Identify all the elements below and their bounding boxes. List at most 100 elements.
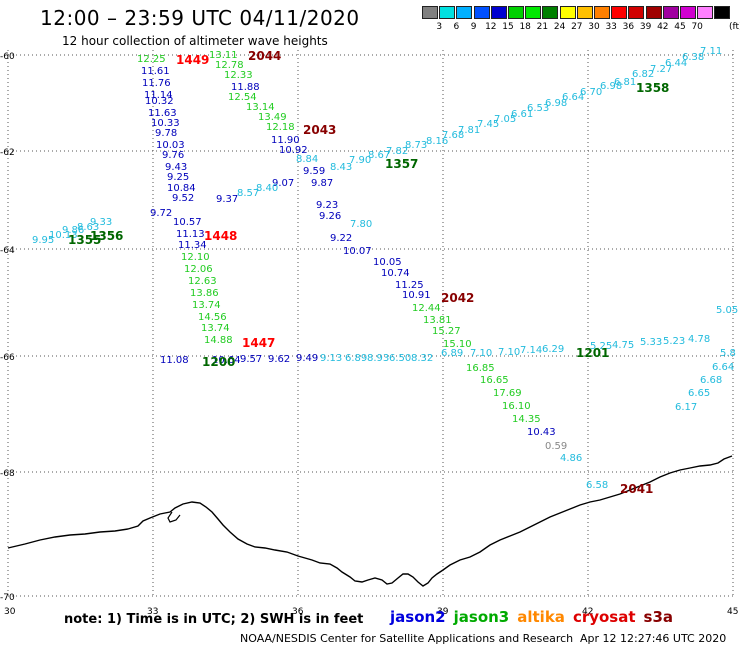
legend-swatch bbox=[714, 6, 731, 19]
wave-height-value: 12.25 bbox=[137, 54, 166, 65]
wave-height-value: 9.25 bbox=[167, 172, 189, 183]
lon-tick-label: 36 bbox=[292, 607, 304, 617]
wave-height-value: 11.25 bbox=[395, 280, 424, 291]
legend-swatch-label: 12 bbox=[485, 22, 497, 32]
wave-height-value: 8.16 bbox=[426, 136, 448, 147]
wave-height-value: 6.61 bbox=[511, 109, 533, 120]
satellite-legend-item: s3a bbox=[643, 608, 674, 626]
lat-tick-label: -60 bbox=[0, 52, 15, 62]
wave-height-value: 9.86 bbox=[62, 225, 84, 236]
pass-time-label: 1357 bbox=[385, 157, 418, 171]
pass-time-label: 2041 bbox=[620, 482, 653, 496]
legend-swatch bbox=[611, 6, 628, 19]
wave-height-value: 6.70 bbox=[580, 87, 602, 98]
wave-height-value: 9.49 bbox=[296, 353, 318, 364]
wave-height-value: 13.49 bbox=[258, 112, 287, 123]
footer-credit: NOAA/NESDIS Center for Satellite Applica… bbox=[240, 632, 574, 645]
wave-height-value: 4.78 bbox=[688, 334, 710, 345]
wave-height-value: 6.58 bbox=[586, 480, 608, 491]
wave-height-value: 10.03 bbox=[156, 140, 185, 151]
legend-swatch-label: 39 bbox=[639, 22, 652, 32]
wave-height-value: 6.53 bbox=[527, 103, 549, 114]
pass-time-label: 2043 bbox=[303, 123, 336, 137]
wave-height-value: 7.68 bbox=[442, 130, 464, 141]
wave-height-value: 7.45 bbox=[477, 119, 499, 130]
wave-height-value: 11.88 bbox=[231, 82, 260, 93]
wave-height-value: 12.44 bbox=[412, 303, 441, 314]
wave-height-value: 9.72 bbox=[150, 208, 172, 219]
coastline-inlet bbox=[167, 511, 181, 523]
wave-height-value: 9.07 bbox=[272, 178, 294, 189]
wave-height-value: 7.05 bbox=[494, 114, 516, 125]
wave-height-value: 10.84 bbox=[167, 183, 196, 194]
satellite-legend-item: jason3 bbox=[453, 608, 510, 626]
lat-tick-label: -68 bbox=[0, 469, 15, 479]
wave-height-value: 9.78 bbox=[155, 128, 177, 139]
wave-height-value: 10.05 bbox=[373, 257, 402, 268]
wave-height-value: 11.14 bbox=[144, 90, 173, 101]
lat-tick-label: -62 bbox=[0, 148, 15, 158]
wave-height-value: 8.40 bbox=[256, 183, 278, 194]
wave-height-value: 10.32 bbox=[145, 96, 174, 107]
pass-time-label: 1449 bbox=[176, 53, 209, 67]
wave-height-value: 13.86 bbox=[190, 288, 219, 299]
wave-height-value: 10.92 bbox=[279, 145, 308, 156]
lon-tick-label: 33 bbox=[147, 607, 158, 617]
wave-height-value: 11.13 bbox=[176, 229, 205, 240]
legend-swatch-label: 9 bbox=[470, 22, 477, 32]
pass-time-label: 1200 bbox=[202, 355, 235, 369]
legend-swatch bbox=[422, 6, 438, 19]
wave-height-value: 7.14 bbox=[520, 345, 542, 356]
wave-height-value: 5.33 bbox=[640, 337, 662, 348]
legend-swatch-label: 70 bbox=[691, 22, 703, 32]
map-note: note: 1) Time is in UTC; 2) SWH is in fe… bbox=[64, 612, 364, 627]
wave-height-value: 4.75 bbox=[612, 340, 634, 351]
wave-height-value: 10.74 bbox=[381, 268, 410, 279]
legend-swatch bbox=[628, 6, 645, 19]
legend-swatch-label: 21 bbox=[536, 22, 549, 32]
wave-height-value: 16.65 bbox=[480, 375, 509, 386]
wave-height-value: 17.69 bbox=[493, 388, 522, 399]
wave-height-value: 9.62 bbox=[268, 354, 290, 365]
wave-height-value: 12.63 bbox=[188, 276, 217, 287]
lat-tick-label: -66 bbox=[0, 353, 15, 363]
wave-height-value: 6.64 bbox=[712, 362, 734, 373]
wave-height-value: 16.85 bbox=[466, 363, 495, 374]
legend-swatch bbox=[542, 6, 559, 19]
wave-height-value: 5.8 bbox=[720, 348, 736, 359]
wave-height-value: 0.59 bbox=[545, 441, 567, 452]
wave-height-value: 9.23 bbox=[316, 200, 338, 211]
wave-height-value: 16.10 bbox=[502, 401, 531, 412]
map-grid bbox=[7, 50, 734, 598]
wave-height-value: 6.98 bbox=[545, 98, 567, 109]
legend-swatch-label: 33 bbox=[605, 22, 617, 32]
wave-height-value: 6.82 bbox=[632, 69, 654, 80]
legend-swatch bbox=[439, 6, 456, 19]
wave-height-value: 6.81 bbox=[614, 77, 636, 88]
legend-swatch bbox=[645, 6, 662, 19]
wave-height-value: 4.86 bbox=[560, 453, 582, 464]
wave-height-value: 15.10 bbox=[443, 339, 472, 350]
lat-tick-label: -64 bbox=[0, 246, 15, 256]
lon-tick-label: 39 bbox=[437, 607, 449, 617]
wave-height-value: 12.10 bbox=[181, 252, 210, 263]
pass-time-label: 1201 bbox=[576, 346, 609, 360]
wave-height-value: 12.06 bbox=[184, 264, 213, 275]
wave-height-value: 8.93 bbox=[367, 353, 389, 364]
wave-height-value: 9.43 bbox=[165, 162, 187, 173]
legend-swatch-label: 36 bbox=[622, 22, 635, 32]
wave-height-value: 10.13 bbox=[49, 230, 78, 241]
wave-height-value: 7.10 bbox=[498, 347, 520, 358]
pass-time-label: 1358 bbox=[636, 81, 669, 95]
footer-timestamp: Apr 12 12:27:46 UTC 2020 bbox=[580, 632, 727, 645]
lon-tick-label: 42 bbox=[582, 607, 593, 617]
pass-time-label: 1448 bbox=[204, 229, 237, 243]
pass-time-label: 2042 bbox=[441, 291, 474, 305]
wave-height-value: 7.11 bbox=[700, 46, 722, 57]
wave-height-value: 6.38 bbox=[682, 52, 704, 63]
wave-height-value: 10.43 bbox=[527, 427, 556, 438]
wave-height-value: 8.57 bbox=[237, 188, 259, 199]
wave-height-value: 7.82 bbox=[386, 146, 408, 157]
